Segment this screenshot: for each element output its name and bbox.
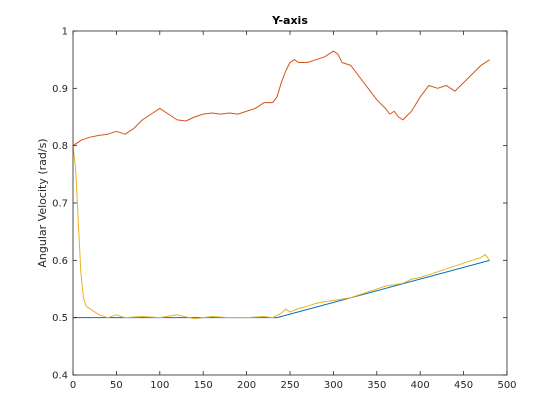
y-tick-label: 0.4 [52,371,68,382]
series-line-1 [73,259,490,319]
x-tick-label: 400 [411,380,430,391]
x-tick-label: 450 [454,380,473,391]
y-tick-label: 0.7 [52,199,68,210]
y-axis: 0.4 0.5 0.6 0.7 0.8 0.9 1 [52,27,507,382]
y-tick-label: 0.6 [52,256,68,267]
y-axis-label: Angular Velocity (rad/s) [36,138,49,267]
x-tick-label: 200 [237,380,256,391]
plot-area [73,31,507,375]
series-layer [72,50,491,320]
y-tick-label: 1 [62,27,68,38]
x-tick-label: 500 [497,380,516,391]
x-tick-label: 350 [367,380,386,391]
x-tick-label: 300 [324,380,343,391]
y-tick-label: 0.9 [52,84,68,95]
series-line-3 [72,145,491,320]
x-tick-label: 50 [110,380,123,391]
y-tick-label: 0.8 [52,141,68,152]
chart-title: Y-axis [271,14,308,27]
x-tick-label: 0 [70,380,76,391]
x-tick-label: 100 [150,380,169,391]
series-line-2 [72,50,490,147]
x-tick-label: 150 [194,380,213,391]
y-tick-label: 0.5 [52,313,68,324]
x-tick-label: 250 [280,380,299,391]
x-axis: 0 50 100 150 200 250 300 350 400 450 500 [70,31,517,391]
